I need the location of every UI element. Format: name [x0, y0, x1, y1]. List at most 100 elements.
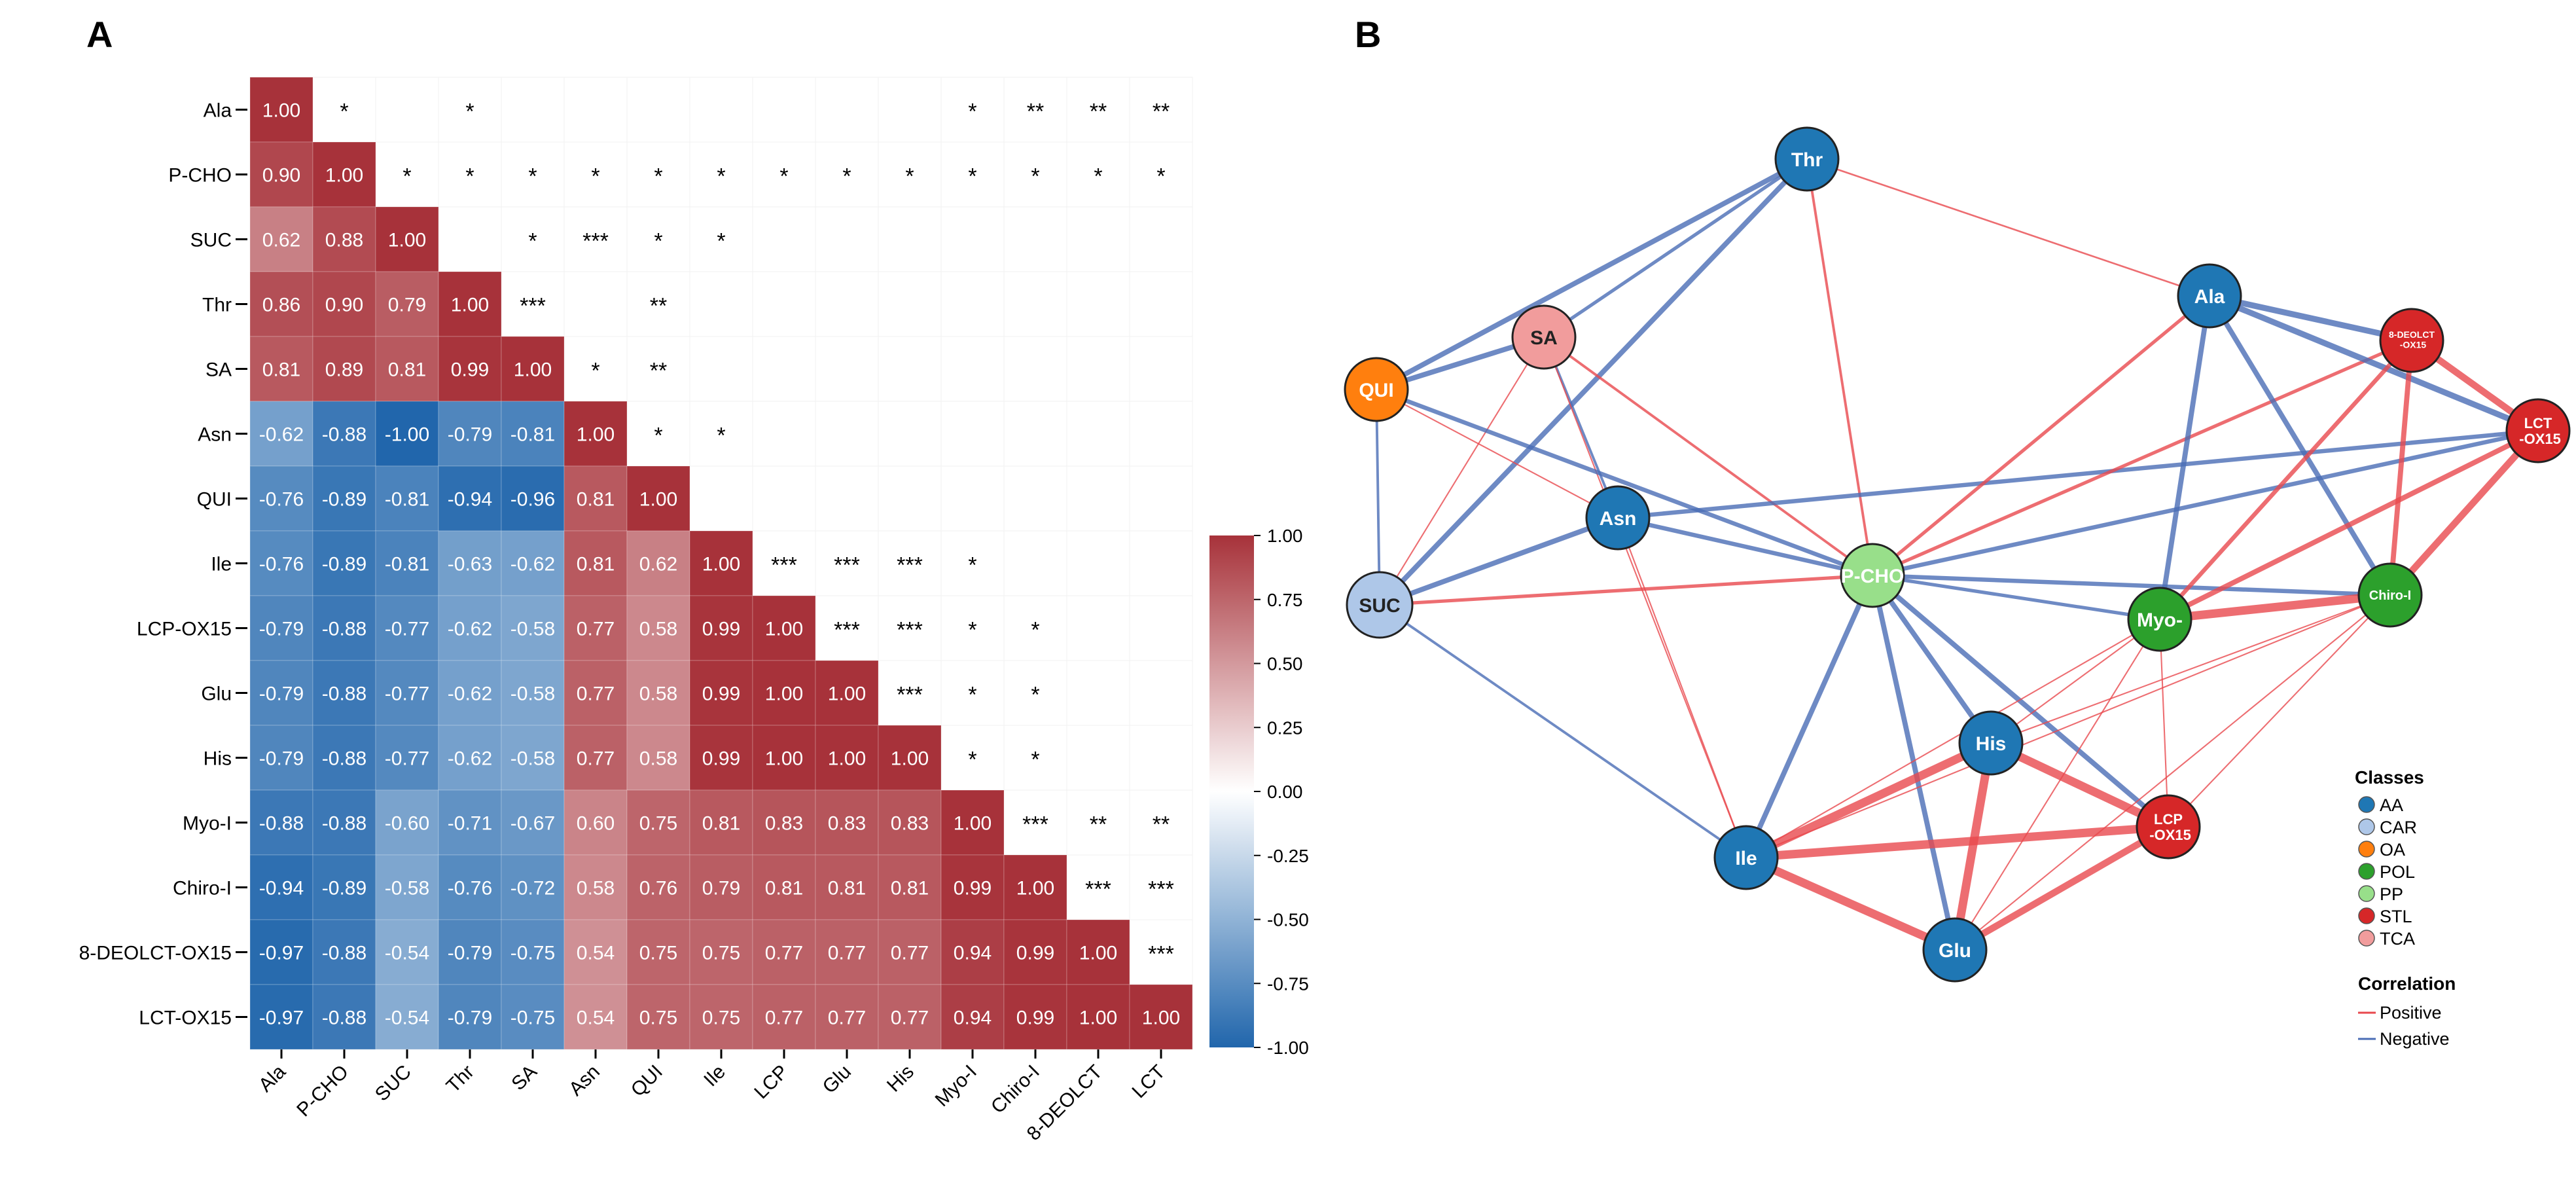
significance-stars: **	[1090, 812, 1107, 837]
cell-value: -0.88	[322, 424, 367, 446]
cell-value: 0.86	[262, 295, 300, 316]
grid-cell	[564, 206, 628, 272]
legend-correlation-label: Positive	[2380, 1003, 2442, 1023]
node-label: Asn	[1600, 508, 1637, 530]
grid-cell	[438, 206, 502, 272]
grid-cell	[878, 465, 942, 532]
significance-stars: *	[528, 229, 537, 254]
grid-cell	[1066, 660, 1130, 726]
node-8deo	[2379, 308, 2444, 373]
heatmap-cell	[752, 984, 816, 1050]
grid-cell	[689, 141, 753, 208]
grid-cell	[375, 141, 439, 208]
positive-edge	[2158, 338, 2414, 621]
positive-edge	[1379, 573, 1873, 607]
grid-cell	[878, 271, 942, 337]
positive-edge	[1543, 336, 1874, 577]
heatmap-cell	[249, 854, 313, 920]
cell-value: 0.77	[828, 1007, 866, 1029]
cell-value: 0.58	[639, 748, 677, 770]
heatmap-cell	[689, 530, 753, 596]
grid-cell	[752, 465, 816, 532]
cell-value: -0.77	[385, 619, 429, 640]
positive-edge	[1744, 739, 1993, 862]
cell-value: -0.54	[385, 943, 429, 964]
node-label-line: -OX15	[2397, 339, 2427, 350]
colorbar-tick-label: -1.00	[1267, 1038, 1309, 1058]
y-tick-label: LCP-OX15	[137, 619, 232, 640]
cell-value: -0.79	[259, 748, 304, 770]
node-sa	[1511, 304, 1577, 370]
grid-cell	[940, 77, 1005, 143]
heatmap-cell	[940, 854, 1005, 920]
significance-stars: **	[1027, 100, 1044, 124]
grid-cell	[940, 465, 1005, 532]
significance-stars: *	[717, 164, 725, 189]
colorbar-tick-label: 0.50	[1267, 654, 1303, 674]
cell-value: 0.77	[765, 943, 803, 964]
cell-value: -0.97	[259, 1007, 304, 1029]
colorbar-tick-label: 0.25	[1267, 717, 1303, 738]
heatmap-cell	[375, 919, 439, 985]
cell-value: -0.81	[510, 424, 555, 446]
significance-stars: *	[1031, 748, 1039, 772]
legend-class-swatch	[2358, 863, 2375, 880]
cell-value: 1.00	[1079, 943, 1117, 964]
positive-edge	[1379, 336, 1545, 606]
cell-value: -0.79	[448, 943, 492, 964]
positive-edge	[1950, 742, 1995, 951]
cell-value: 1.00	[891, 748, 929, 770]
grid-cell	[940, 530, 1005, 596]
legend-class-swatch	[2358, 885, 2375, 902]
significance-stars: **	[650, 359, 667, 384]
cell-value: 1.00	[828, 683, 866, 705]
negative-edge	[1375, 389, 1381, 606]
cell-value: -0.88	[322, 943, 367, 964]
significance-stars: ***	[897, 618, 923, 643]
legend-class-label: STL	[2380, 907, 2412, 926]
heatmap-cell	[689, 725, 753, 791]
heatmap-cell	[312, 854, 376, 920]
significance-stars: ***	[1085, 877, 1111, 902]
negative-edge	[2209, 293, 2412, 344]
cell-value: 0.77	[891, 943, 929, 964]
grid-cell	[626, 336, 690, 402]
cell-value: 0.90	[262, 165, 300, 187]
grid-cell	[815, 530, 879, 596]
significance-stars: *	[654, 164, 662, 189]
significance-stars: *	[340, 100, 348, 124]
grid-cell	[626, 141, 690, 208]
significance-stars: *	[1031, 164, 1039, 189]
heatmap-cell	[375, 465, 439, 532]
colorbar: 1.00 0.75 0.50 0.25 0.00 -0.25 -0.50 -0.75 -1.00	[1209, 526, 1309, 1058]
heatmap-cell	[501, 401, 565, 467]
significance-stars: *	[591, 359, 599, 384]
heatmap-cell	[815, 919, 879, 985]
legend-class-swatch	[2358, 907, 2375, 924]
grid-cell	[689, 271, 753, 337]
cell-value: 1.00	[639, 489, 677, 511]
heatmap-cell	[878, 984, 942, 1050]
node-thr	[1774, 126, 1840, 192]
node-asn	[1585, 485, 1651, 551]
y-tick-label: His	[204, 748, 232, 770]
cell-value: -0.88	[322, 813, 367, 835]
negative-edge	[1872, 428, 2539, 578]
node-label: SUC	[1359, 595, 1400, 617]
node-myo	[2127, 587, 2192, 652]
heatmap-cell	[375, 854, 439, 920]
node-qui	[1344, 357, 1409, 422]
heatmap-cell	[249, 77, 313, 143]
y-tick-label: Asn	[198, 424, 232, 446]
negative-edge	[1378, 515, 1619, 608]
cell-value: 1.00	[1016, 878, 1054, 899]
positive-edge	[1954, 619, 2160, 951]
heatmap-cell	[312, 530, 376, 596]
node-label-line: 8-DEOLCT	[2389, 329, 2435, 340]
cell-value: -0.58	[510, 748, 555, 770]
grid-cell	[878, 77, 942, 143]
legend-class-label: POL	[2380, 862, 2415, 882]
significance-stars: ***	[520, 294, 546, 319]
grid-cell	[752, 530, 816, 596]
significance-stars: *	[717, 229, 725, 254]
